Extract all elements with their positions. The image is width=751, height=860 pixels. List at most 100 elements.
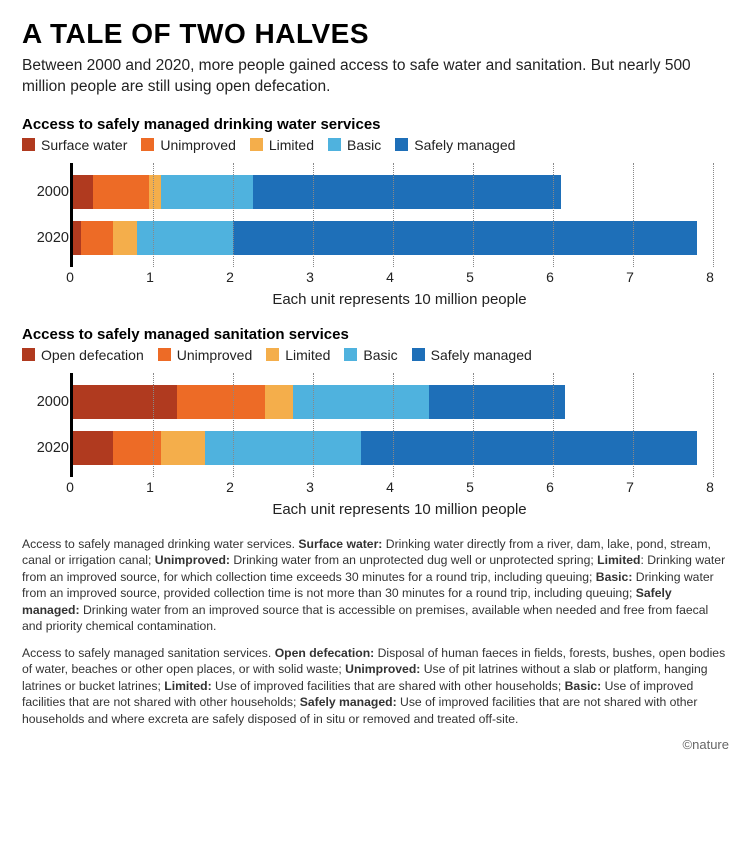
legend-label: Open defecation bbox=[41, 347, 144, 363]
gridline bbox=[553, 163, 554, 267]
chart-title: Access to safely managed drinking water … bbox=[22, 116, 729, 133]
bar-segment bbox=[233, 221, 697, 255]
bar-segment bbox=[149, 175, 161, 209]
tick-label: 6 bbox=[546, 269, 554, 285]
tick-label: 5 bbox=[466, 479, 474, 495]
gridline bbox=[393, 373, 394, 477]
tick-label: 5 bbox=[466, 269, 474, 285]
chart-title: Access to safely managed sanitation serv… bbox=[22, 326, 729, 343]
legend-item: Basic bbox=[344, 347, 397, 363]
legend-swatch bbox=[344, 348, 357, 361]
bar-segment bbox=[361, 431, 697, 465]
bar-segment bbox=[205, 431, 361, 465]
bar-segment bbox=[161, 431, 205, 465]
gridline bbox=[313, 163, 314, 267]
legend-swatch bbox=[395, 138, 408, 151]
legend-swatch bbox=[141, 138, 154, 151]
tick-label: 1 bbox=[146, 269, 154, 285]
tick-label: 3 bbox=[306, 269, 314, 285]
legend-label: Unimproved bbox=[160, 137, 235, 153]
row-label: 2020 bbox=[25, 230, 69, 246]
x-axis: 012345678 bbox=[70, 269, 710, 289]
axis-title: Each unit represents 10 million people bbox=[70, 291, 729, 308]
gridline bbox=[153, 373, 154, 477]
bar-segment bbox=[161, 175, 253, 209]
legend-swatch bbox=[412, 348, 425, 361]
chart-sanitation: Access to safely managed sanitation serv… bbox=[22, 326, 729, 518]
legend-label: Limited bbox=[285, 347, 330, 363]
tick-label: 6 bbox=[546, 479, 554, 495]
gridline bbox=[153, 163, 154, 267]
legend-swatch bbox=[158, 348, 171, 361]
gridline bbox=[713, 163, 714, 267]
stacked-bar bbox=[73, 385, 565, 419]
tick-label: 3 bbox=[306, 479, 314, 495]
legend-label: Unimproved bbox=[177, 347, 252, 363]
chart-water: Access to safely managed drinking water … bbox=[22, 116, 729, 308]
gridline bbox=[633, 373, 634, 477]
legend-label: Surface water bbox=[41, 137, 127, 153]
bar-row: 2000 bbox=[73, 381, 710, 423]
charts-container: Access to safely managed drinking water … bbox=[22, 116, 729, 518]
legend-swatch bbox=[22, 348, 35, 361]
tick-label: 0 bbox=[66, 269, 74, 285]
tick-label: 8 bbox=[706, 269, 714, 285]
bar-segment bbox=[113, 221, 137, 255]
tick-label: 1 bbox=[146, 479, 154, 495]
legend-item: Safely managed bbox=[395, 137, 515, 153]
gridline bbox=[313, 373, 314, 477]
legend: Surface water Unimproved Limited Basic Safel… bbox=[22, 137, 729, 153]
gridline bbox=[713, 373, 714, 477]
stacked-bar bbox=[73, 221, 697, 255]
x-axis: 012345678 bbox=[70, 479, 710, 499]
legend-label: Safely managed bbox=[431, 347, 532, 363]
legend: Open defecation Unimproved Limited Basic Saf… bbox=[22, 347, 729, 363]
bar-segment bbox=[73, 385, 177, 419]
bar-segment bbox=[73, 221, 81, 255]
chart-area: 20002020 bbox=[70, 163, 710, 267]
bar-segment bbox=[429, 385, 565, 419]
bar-segment bbox=[253, 175, 561, 209]
row-label: 2020 bbox=[25, 440, 69, 456]
tick-label: 2 bbox=[226, 269, 234, 285]
legend-item: Basic bbox=[328, 137, 381, 153]
footnote-sanitation: Access to safely managed sanitation serv… bbox=[22, 645, 729, 727]
legend-label: Basic bbox=[363, 347, 397, 363]
row-label: 2000 bbox=[25, 184, 69, 200]
legend-label: Basic bbox=[347, 137, 381, 153]
legend-label: Limited bbox=[269, 137, 314, 153]
tick-label: 4 bbox=[386, 479, 394, 495]
footnotes: Access to safely managed drinking water … bbox=[22, 536, 729, 727]
gridline bbox=[393, 163, 394, 267]
bar-segment bbox=[93, 175, 149, 209]
legend-swatch bbox=[266, 348, 279, 361]
tick-label: 2 bbox=[226, 479, 234, 495]
legend-item: Surface water bbox=[22, 137, 127, 153]
legend-label: Safely managed bbox=[414, 137, 515, 153]
legend-item: Safely managed bbox=[412, 347, 532, 363]
legend-item: Unimproved bbox=[158, 347, 252, 363]
legend-item: Open defecation bbox=[22, 347, 144, 363]
chart-area: 20002020 bbox=[70, 373, 710, 477]
legend-item: Limited bbox=[250, 137, 314, 153]
gridline bbox=[553, 373, 554, 477]
legend-swatch bbox=[22, 138, 35, 151]
bar-row: 2020 bbox=[73, 217, 710, 259]
axis-title: Each unit represents 10 million people bbox=[70, 501, 729, 518]
page-subtitle: Between 2000 and 2020, more people gaine… bbox=[22, 56, 729, 98]
bar-segment bbox=[265, 385, 293, 419]
bar-row: 2020 bbox=[73, 427, 710, 469]
bar-row: 2000 bbox=[73, 171, 710, 213]
gridline bbox=[233, 373, 234, 477]
stacked-bar bbox=[73, 175, 561, 209]
gridline bbox=[473, 163, 474, 267]
bar-segment bbox=[73, 431, 113, 465]
tick-label: 8 bbox=[706, 479, 714, 495]
legend-item: Unimproved bbox=[141, 137, 235, 153]
bar-segment bbox=[73, 175, 93, 209]
tick-label: 4 bbox=[386, 269, 394, 285]
row-label: 2000 bbox=[25, 394, 69, 410]
tick-label: 7 bbox=[626, 269, 634, 285]
bar-segment bbox=[137, 221, 233, 255]
gridline bbox=[633, 163, 634, 267]
